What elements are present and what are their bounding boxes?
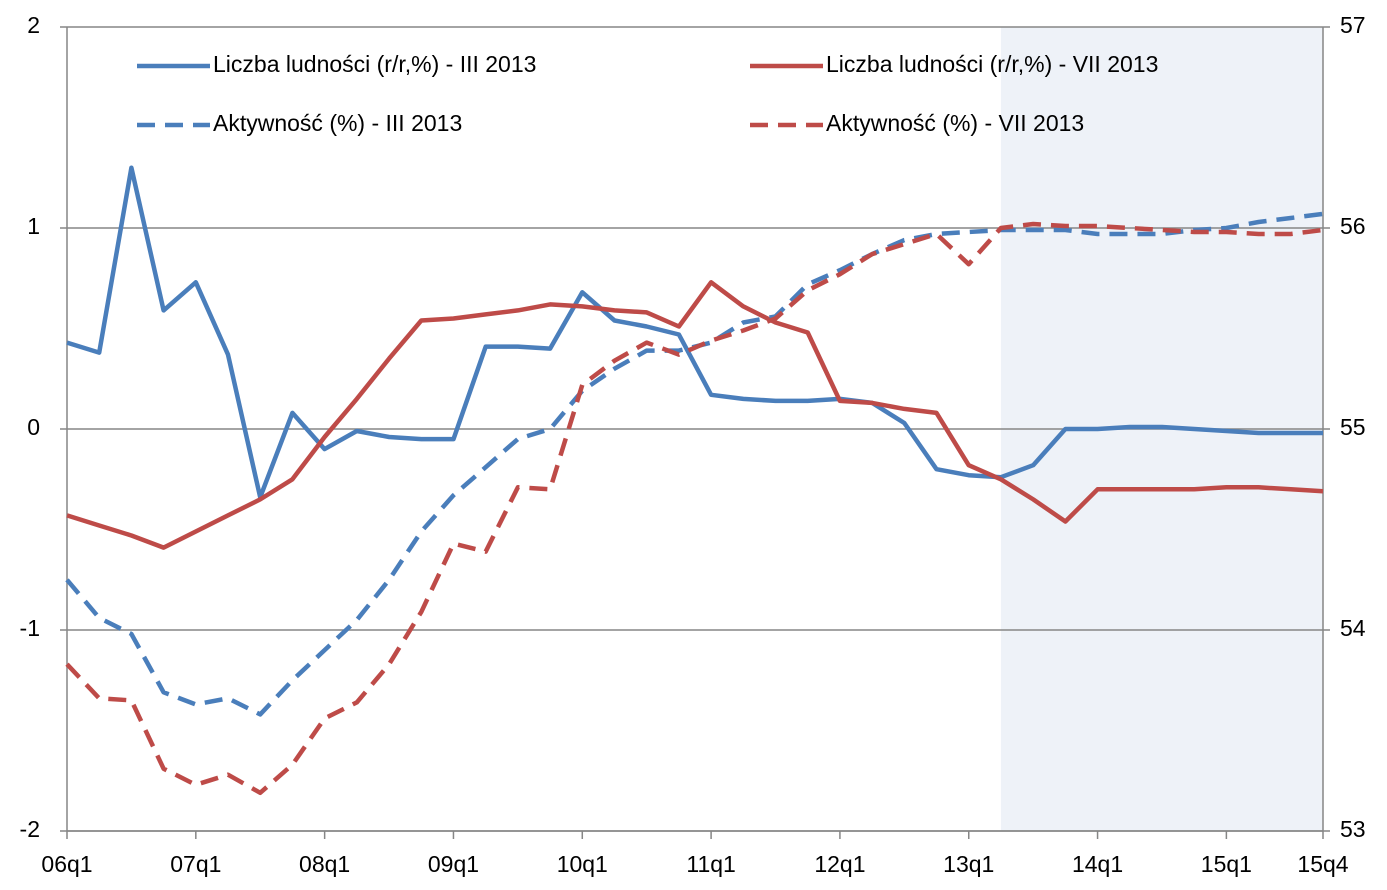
- y2-tick-label: 53: [1340, 816, 1366, 842]
- y2-tick-label: 57: [1340, 12, 1366, 38]
- y-tick-label: 1: [27, 213, 40, 239]
- series-line: [65, 221, 1324, 796]
- y-tick-label: -1: [20, 615, 40, 641]
- y2-tick-label: 56: [1340, 213, 1366, 239]
- x-tick-label: 13q1: [943, 851, 994, 877]
- y-tick-label: -2: [20, 816, 40, 842]
- x-tick-label: 10q1: [557, 851, 608, 877]
- x-tick-label: 15q1: [1201, 851, 1252, 877]
- x-tick-label: 06q1: [41, 851, 92, 877]
- legend-label: Liczba ludności (r/r,%) - VII 2013: [826, 51, 1158, 77]
- series-line: [66, 165, 1323, 500]
- x-tick-label: 08q1: [299, 851, 350, 877]
- y-tick-label: 2: [27, 12, 40, 38]
- x-tick-label: 14q1: [1072, 851, 1123, 877]
- x-tick-label: 11q1: [686, 851, 735, 877]
- x-tick-label: 07q1: [170, 851, 221, 877]
- legend-label: Aktywność (%) - VII 2013: [826, 110, 1084, 136]
- y-tick-label: 0: [27, 414, 40, 440]
- legend-label: Aktywność (%) - III 2013: [213, 110, 462, 136]
- x-tick-label: 15q4: [1297, 851, 1348, 877]
- x-tick-label: 12q1: [814, 851, 865, 877]
- series-line: [66, 280, 1324, 550]
- legend-label: Liczba ludności (r/r,%) - III 2013: [213, 51, 536, 77]
- y2-tick-label: 55: [1340, 414, 1366, 440]
- x-tick-label: 09q1: [428, 851, 479, 877]
- y2-tick-label: 54: [1340, 615, 1366, 641]
